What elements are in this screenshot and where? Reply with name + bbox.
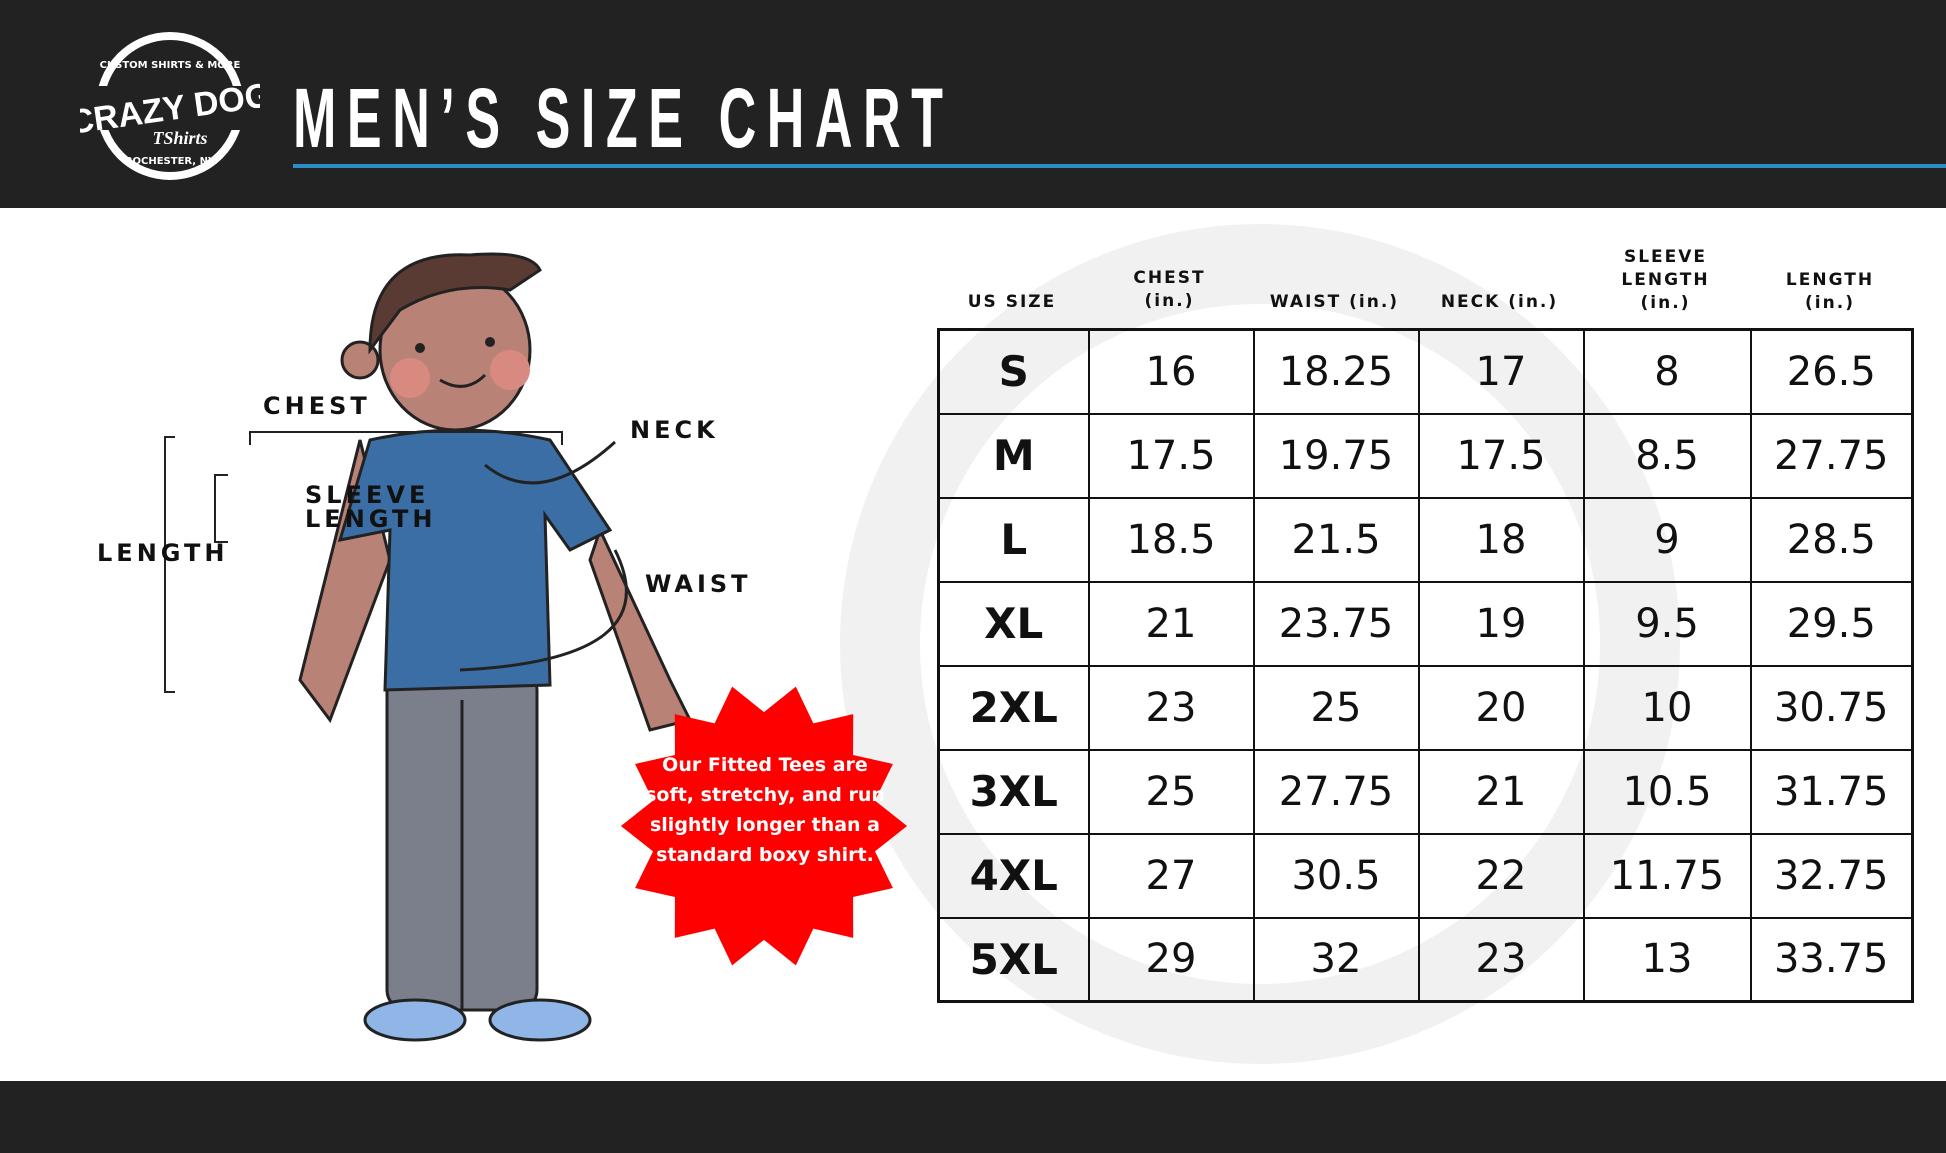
cell-chest: 25 [1087,748,1255,835]
cell-sleeve-length: 8 [1582,328,1752,415]
cell-neck: 17.5 [1417,412,1585,499]
cell-length: 26.5 [1749,328,1914,415]
title-underline [293,164,1946,168]
cell-chest: 17.5 [1087,412,1255,499]
table-row: S 16 18.25 17 8 26.5 [937,328,1914,415]
cell-length: 32.75 [1749,832,1914,919]
svg-text:TShirts: TShirts [152,128,207,148]
table-row: 2XL 23 25 20 10 30.75 [937,664,1914,751]
length-label: LENGTH [97,539,229,567]
sleeve-header-line3: (in.) [1640,293,1691,313]
cell-length: 33.75 [1749,916,1914,1003]
cell-length: 29.5 [1749,580,1914,667]
sleeve-header-line2: LENGTH [1621,270,1710,290]
svg-text:CUSTOM SHIRTS & MORE: CUSTOM SHIRTS & MORE [100,60,241,71]
cell-waist: 19.75 [1252,412,1420,499]
cell-sleeve-length: 8.5 [1582,412,1752,499]
cell-size: S [937,328,1090,415]
col-header-us-size: US SIZE [967,292,1057,312]
svg-text:ROCHESTER, NY: ROCHESTER, NY [125,156,216,167]
col-header-neck: NECK (in.) [1440,292,1559,312]
col-header-waist: WAIST (in.) [1269,292,1400,312]
cell-size: 4XL [937,832,1090,919]
cell-size: 5XL [937,916,1090,1003]
cell-size: M [937,412,1090,499]
cell-neck: 22 [1417,832,1585,919]
cell-sleeve-length: 9 [1582,496,1752,583]
cell-sleeve-length: 10 [1582,664,1752,751]
chest-header-line2: (in.) [1144,291,1195,311]
cell-chest: 23 [1087,664,1255,751]
sleeve-length-label: SLEEVE LENGTH [305,483,437,531]
footer-bar [0,1081,1946,1153]
cell-size: 2XL [937,664,1090,751]
table-row: 5XL 29 32 23 13 33.75 [937,916,1914,1003]
cell-waist: 32 [1252,916,1420,1003]
cell-sleeve-length: 13 [1582,916,1752,1003]
length-header-line1: LENGTH [1785,270,1875,290]
cell-neck: 19 [1417,580,1585,667]
cell-waist: 23.75 [1252,580,1420,667]
table-row: 3XL 25 27.75 21 10.5 31.75 [937,748,1914,835]
cell-waist: 30.5 [1252,832,1420,919]
col-header-length: LENGTH (in.) [1749,269,1911,315]
fitted-tees-callout: Our Fitted Tees are soft, stretchy, and … [645,754,885,866]
cell-chest: 27 [1087,832,1255,919]
cell-waist: 21.5 [1252,496,1420,583]
waist-label: WAIST [645,570,752,598]
table-row: 4XL 27 30.5 22 11.75 32.75 [937,832,1914,919]
length-header-line2: (in.) [1805,293,1855,313]
cell-neck: 18 [1417,496,1585,583]
cell-chest: 29 [1087,916,1255,1003]
cell-waist: 18.25 [1252,328,1420,415]
cell-length: 30.75 [1749,664,1914,751]
table-row: M 17.5 19.75 17.5 8.5 27.75 [937,412,1914,499]
cell-length: 27.75 [1749,412,1914,499]
cell-neck: 23 [1417,916,1585,1003]
cell-waist: 25 [1252,664,1420,751]
table-row: XL 21 23.75 19 9.5 29.5 [937,580,1914,667]
cell-sleeve-length: 10.5 [1582,748,1752,835]
cell-chest: 18.5 [1087,496,1255,583]
table-row: L 18.5 21.5 18 9 28.5 [937,496,1914,583]
cell-size: 3XL [937,748,1090,835]
cell-sleeve-length: 9.5 [1582,580,1752,667]
cell-chest: 16 [1087,328,1255,415]
header-bar: CRAZY DOG TShirts CUSTOM SHIRTS & MORE R… [0,0,1946,208]
page-title: MEN’S SIZE CHART [293,71,954,165]
cell-neck: 17 [1417,328,1585,415]
cell-waist: 27.75 [1252,748,1420,835]
sleeve-header-line1: SLEEVE [1623,247,1708,267]
crazy-dog-logo: CRAZY DOG TShirts CUSTOM SHIRTS & MORE R… [80,32,260,180]
chest-header-line1: CHEST [1133,268,1206,288]
sleeve-label-line2: LENGTH [305,505,437,533]
col-header-sleeve-length: SLEEVE LENGTH (in.) [1582,246,1749,315]
sleeve-label-line1: SLEEVE [305,481,430,509]
neck-label: NECK [630,416,719,444]
col-header-chest: CHEST (in.) [1087,267,1252,313]
boy-illustration [164,252,693,1042]
callout-starburst [620,686,908,966]
cell-size: L [937,496,1090,583]
cell-chest: 21 [1087,580,1255,667]
cell-neck: 21 [1417,748,1585,835]
chest-label: CHEST [263,392,371,420]
cell-sleeve-length: 11.75 [1582,832,1752,919]
cell-size: XL [937,580,1090,667]
size-table: S 16 18.25 17 8 26.5 M 17.5 19.75 17.5 8.5 27.75 L 18… [937,328,1914,1003]
cell-neck: 20 [1417,664,1585,751]
cell-length: 31.75 [1749,748,1914,835]
cell-length: 28.5 [1749,496,1914,583]
